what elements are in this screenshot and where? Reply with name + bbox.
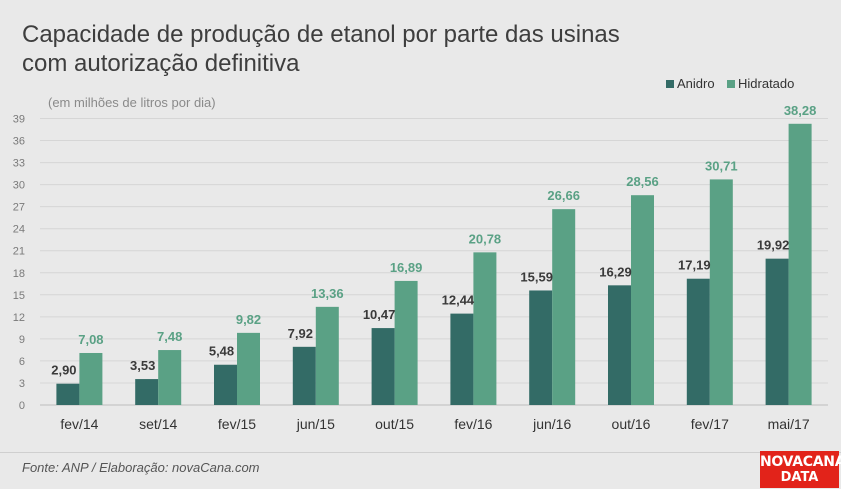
data-label-anidro: 7,92 [288, 326, 313, 341]
bar-hidratado [709, 179, 733, 405]
bar-anidro [450, 313, 474, 405]
data-label-anidro: 17,19 [678, 258, 711, 273]
legend: Anidro Hidratado [666, 76, 794, 91]
bar-hidratado [552, 209, 576, 405]
x-tick-label: out/16 [612, 416, 651, 432]
x-tick-label: jun/15 [296, 416, 335, 432]
y-tick-label: 30 [13, 180, 25, 192]
bar-anidro [292, 346, 316, 405]
y-tick-label: 15 [13, 290, 25, 302]
bar-anidro [56, 383, 80, 405]
bar-hidratado [473, 252, 497, 405]
data-labels: 2,90 7,08 3,537,48 5,48 9,82 7,92 13,36 10,47 16… [51, 103, 816, 378]
chart-title: Capacidade de produção de etanol por par… [22, 20, 722, 78]
data-label-hidratado: 26,66 [547, 188, 580, 203]
data-label-hidratado: 30,71 [705, 158, 738, 173]
data-label-anidro: 15,59 [520, 269, 553, 284]
bar-hidratado [315, 306, 339, 405]
x-tick-label: jun/16 [532, 416, 571, 432]
novacana-data-logo: NOVACANA DATA [760, 451, 841, 488]
footer-divider [0, 452, 841, 453]
data-label-hidratado: 9,82 [236, 312, 261, 327]
bar-chart: (em milhões de litros por dia) Anidro Hid… [13, 76, 828, 432]
grid-lines [40, 118, 828, 406]
x-tick-label: fev/14 [60, 416, 98, 432]
x-axis: fev/14 set/14 fev/15 jun/15 out/15 fev/16 jun/… [60, 416, 809, 432]
bar-hidratado [158, 350, 182, 405]
data-label-anidro: 12,44 [442, 293, 475, 308]
bar-hidratado [631, 195, 654, 405]
y-tick-label: 12 [13, 312, 25, 324]
data-label-hidratado: 16,89 [390, 260, 423, 275]
x-tick-label: mai/17 [768, 416, 810, 432]
legend-label-hidratado: Hidratado [738, 76, 794, 91]
y-tick-label: 24 [13, 224, 25, 236]
bar-anidro [529, 290, 553, 405]
y-tick-label: 6 [19, 356, 25, 368]
data-label-anidro: 19,92 [757, 238, 790, 253]
bar-hidratado [788, 123, 812, 405]
legend-swatch-anidro [666, 80, 674, 88]
y-tick-label: 0 [19, 400, 25, 412]
y-tick-label: 36 [13, 136, 25, 148]
x-tick-label: out/15 [375, 416, 414, 432]
legend-label-anidro: Anidro [677, 76, 715, 91]
legend-swatch-hidratado [727, 80, 735, 88]
chart-title-line-1: Capacidade de produção de etanol por par… [22, 21, 620, 48]
bar-hidratado [79, 352, 103, 405]
y-tick-label: 18 [13, 268, 25, 280]
unit-note: (em milhões de litros por dia) [48, 95, 216, 110]
chart-title-line-2: com autorização definitiva [22, 50, 300, 77]
bar-hidratado [394, 280, 418, 405]
bar-anidro [214, 364, 237, 405]
data-label-anidro: 2,90 [51, 363, 76, 378]
y-tick-label: 27 [13, 202, 25, 214]
bar-anidro [686, 278, 710, 405]
x-tick-label: fev/17 [691, 416, 729, 432]
logo-line-1: NOVACANA [760, 454, 841, 470]
data-label-hidratado: 7,08 [78, 332, 103, 347]
y-tick-label: 39 [13, 114, 25, 126]
y-tick-label: 3 [19, 378, 25, 390]
data-label-hidratado: 7,48 [157, 329, 182, 344]
data-label-hidratado: 38,28 [784, 103, 817, 118]
y-tick-label: 33 [13, 158, 25, 170]
x-tick-label: set/14 [139, 416, 177, 432]
y-tick-label: 21 [13, 246, 25, 258]
data-label-hidratado: 20,78 [469, 231, 502, 246]
bars [56, 123, 812, 405]
bar-anidro [765, 258, 789, 405]
bar-anidro [371, 328, 395, 405]
data-label-hidratado: 13,36 [311, 286, 344, 301]
data-label-anidro: 10,47 [363, 307, 396, 322]
x-tick-label: fev/16 [454, 416, 492, 432]
x-tick-label: fev/15 [218, 416, 256, 432]
logo-line-2: DATA [780, 470, 819, 485]
data-label-anidro: 3,53 [130, 358, 155, 373]
bar-hidratado [237, 332, 260, 405]
data-label-hidratado: 28,56 [626, 174, 659, 189]
source-note: Fonte: ANP / Elaboração: novaCana.com [22, 460, 260, 475]
data-label-anidro: 16,29 [599, 264, 632, 279]
bar-anidro [608, 285, 631, 405]
data-label-anidro: 5,48 [209, 344, 234, 359]
bar-anidro [135, 379, 159, 405]
y-tick-label: 9 [19, 334, 25, 346]
